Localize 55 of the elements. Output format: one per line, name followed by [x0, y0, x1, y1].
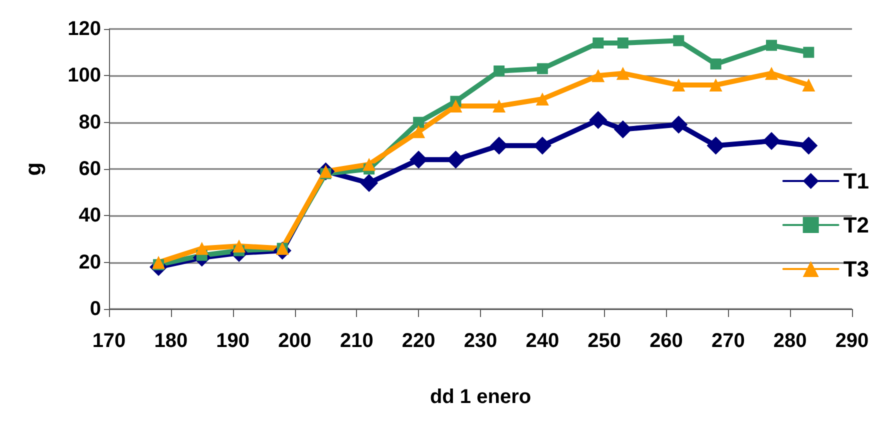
legend-label: T3 [843, 256, 870, 282]
point [449, 100, 462, 112]
x-tick-label: 260 [650, 330, 683, 352]
point [670, 116, 688, 134]
point [232, 240, 246, 252]
point [592, 38, 604, 48]
point [673, 35, 684, 46]
x-tick-label: 280 [773, 330, 807, 352]
point [766, 40, 778, 51]
point [413, 116, 424, 128]
point [709, 78, 722, 92]
x-tick-label: 220 [402, 330, 436, 352]
y-tick-label: 80 [78, 111, 101, 134]
point [803, 46, 814, 58]
point [589, 111, 608, 129]
point [536, 92, 549, 106]
x-tick-label: 170 [92, 330, 126, 352]
y-tick-label: 20 [78, 251, 101, 274]
point [536, 63, 548, 74]
x-tick-label: 230 [464, 330, 498, 352]
point [492, 100, 506, 112]
y-tick-label: 100 [68, 64, 101, 87]
x-tick-label: 250 [588, 330, 622, 352]
y-tick-label: 0 [90, 298, 101, 320]
x-tick-label: 180 [154, 330, 188, 352]
point [592, 69, 605, 82]
point [616, 66, 630, 80]
x-tick-label: 210 [340, 330, 374, 352]
x-tick-label: 240 [526, 330, 560, 352]
point [195, 242, 208, 255]
point [614, 120, 632, 138]
point [800, 136, 818, 155]
point [494, 66, 505, 76]
legend-label: T2 [843, 212, 870, 238]
point [710, 58, 722, 70]
point [360, 174, 378, 192]
point [362, 158, 376, 171]
point [802, 78, 816, 92]
y-tick-label: 40 [78, 204, 101, 227]
y-tick-label: 60 [78, 158, 101, 180]
legend-label: T1 [843, 168, 870, 194]
point [765, 66, 778, 80]
point [672, 78, 686, 92]
y-axis-title: g [20, 162, 46, 176]
x-tick-label: 200 [278, 330, 312, 352]
x-tick-label: 270 [711, 330, 745, 352]
x-tick-label: 190 [216, 330, 250, 352]
x-axis-title: dd 1 enero [430, 386, 532, 408]
point [152, 256, 166, 269]
x-tick-label: 290 [835, 330, 869, 352]
y-tick-label: 120 [68, 18, 101, 40]
point [617, 38, 628, 48]
point [412, 125, 426, 138]
point [706, 136, 725, 155]
point [762, 132, 781, 150]
